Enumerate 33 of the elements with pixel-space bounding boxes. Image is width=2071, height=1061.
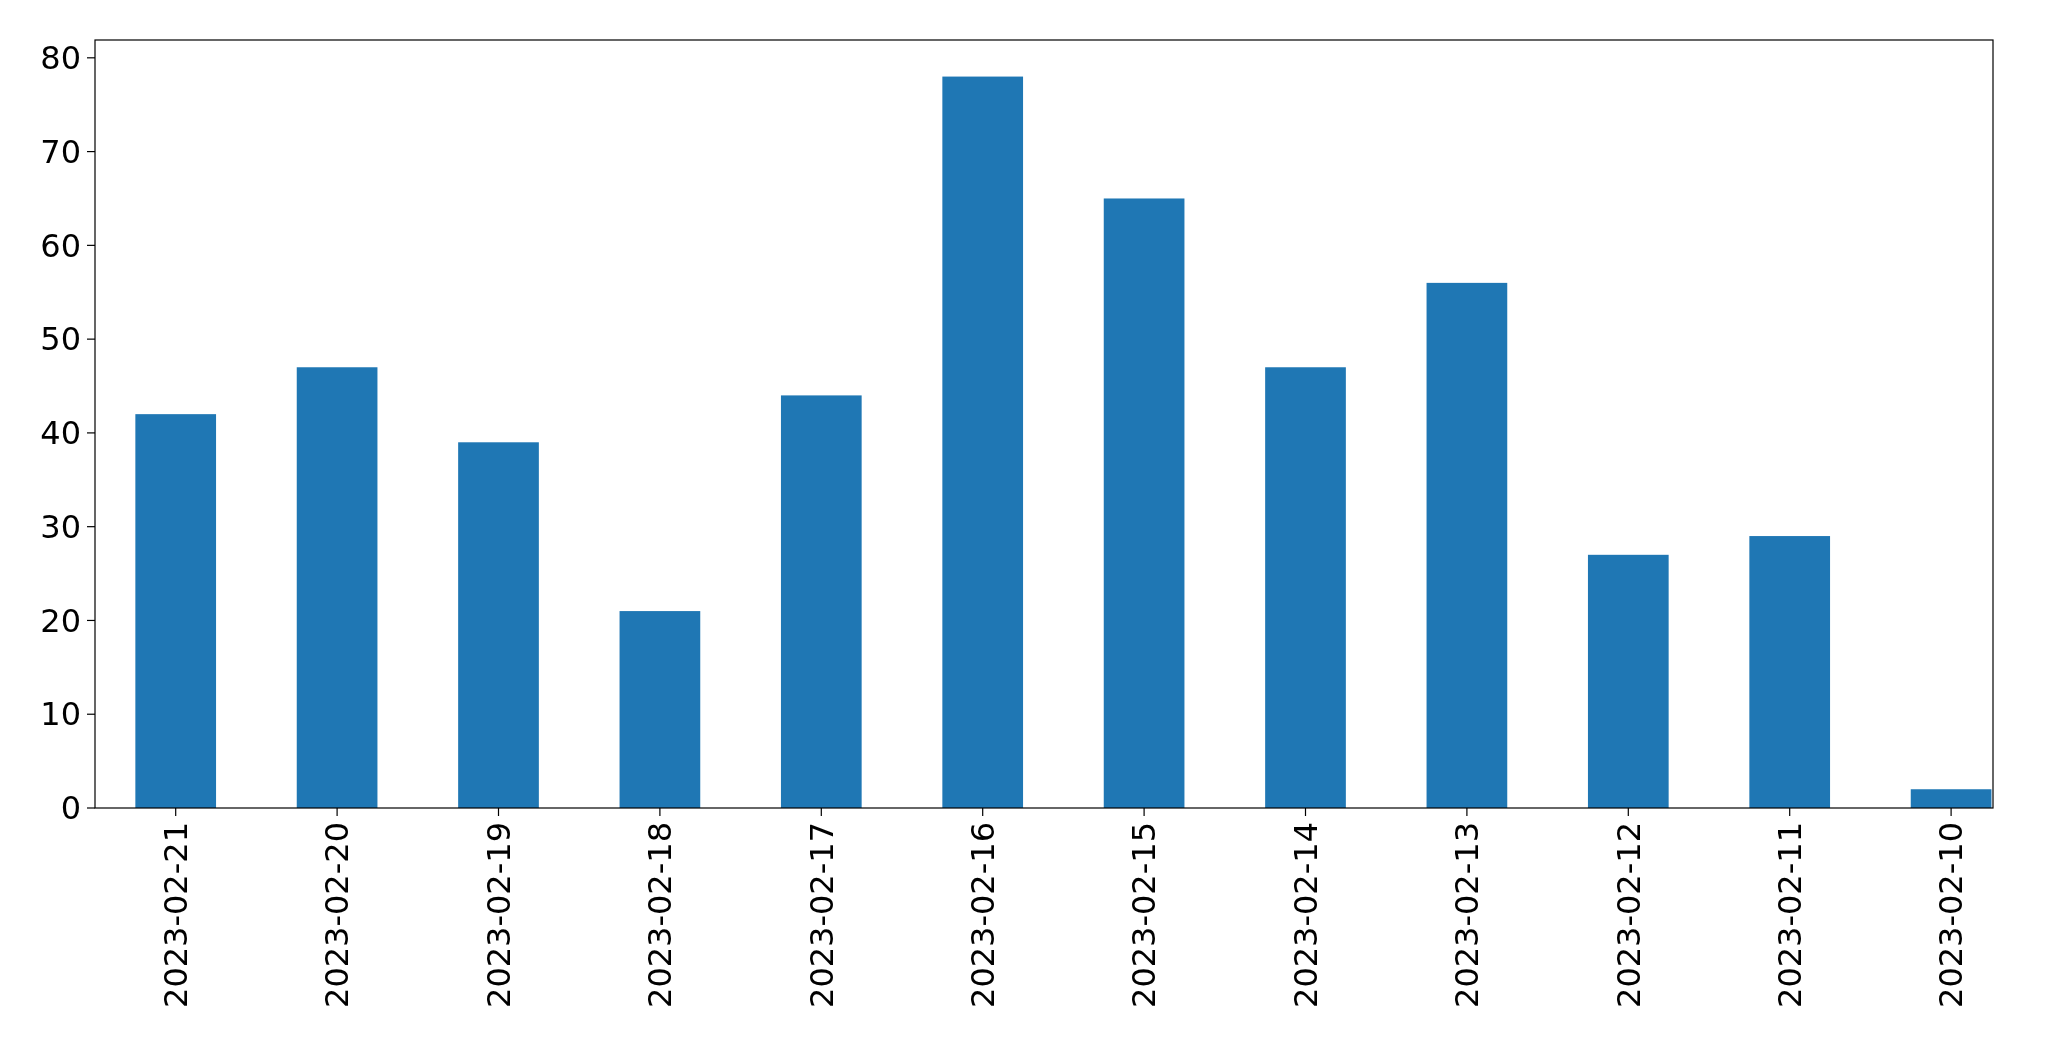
bar bbox=[1587, 554, 1669, 808]
bar bbox=[619, 611, 701, 808]
x-tick-label: 2023-02-16 bbox=[963, 822, 1002, 1008]
bar bbox=[1910, 789, 1992, 808]
bar bbox=[296, 367, 378, 808]
y-tick-label: 40 bbox=[40, 414, 81, 453]
bar bbox=[1749, 536, 1831, 808]
y-tick-label: 10 bbox=[40, 695, 81, 734]
x-tick-label: 2023-02-14 bbox=[1286, 822, 1325, 1008]
bar bbox=[1103, 198, 1185, 808]
bar bbox=[1426, 282, 1508, 808]
y-tick-label: 80 bbox=[40, 39, 81, 78]
x-tick-label: 2023-02-21 bbox=[156, 822, 195, 1008]
y-tick-label: 0 bbox=[60, 789, 81, 828]
y-tick-label: 70 bbox=[40, 132, 81, 171]
x-tick-label: 2023-02-19 bbox=[479, 822, 518, 1008]
x-tick-label: 2023-02-12 bbox=[1609, 822, 1648, 1008]
x-tick-label: 2023-02-13 bbox=[1448, 822, 1487, 1008]
bar bbox=[458, 442, 539, 808]
x-tick-label: 2023-02-11 bbox=[1770, 822, 1809, 1008]
bar bbox=[1265, 367, 1346, 808]
bar bbox=[780, 395, 862, 808]
y-tick-label: 60 bbox=[40, 226, 81, 265]
y-tick-label: 50 bbox=[40, 320, 81, 359]
x-tick-label: 2023-02-17 bbox=[802, 822, 841, 1008]
x-tick-label: 2023-02-10 bbox=[1932, 822, 1971, 1008]
bar bbox=[942, 76, 1024, 808]
y-tick-label: 20 bbox=[40, 601, 81, 640]
x-tick-label: 2023-02-18 bbox=[641, 822, 680, 1008]
bar bbox=[135, 414, 217, 808]
x-tick-label: 2023-02-15 bbox=[1125, 822, 1164, 1008]
y-tick-label: 30 bbox=[40, 507, 81, 546]
x-tick-label: 2023-02-20 bbox=[318, 822, 357, 1008]
